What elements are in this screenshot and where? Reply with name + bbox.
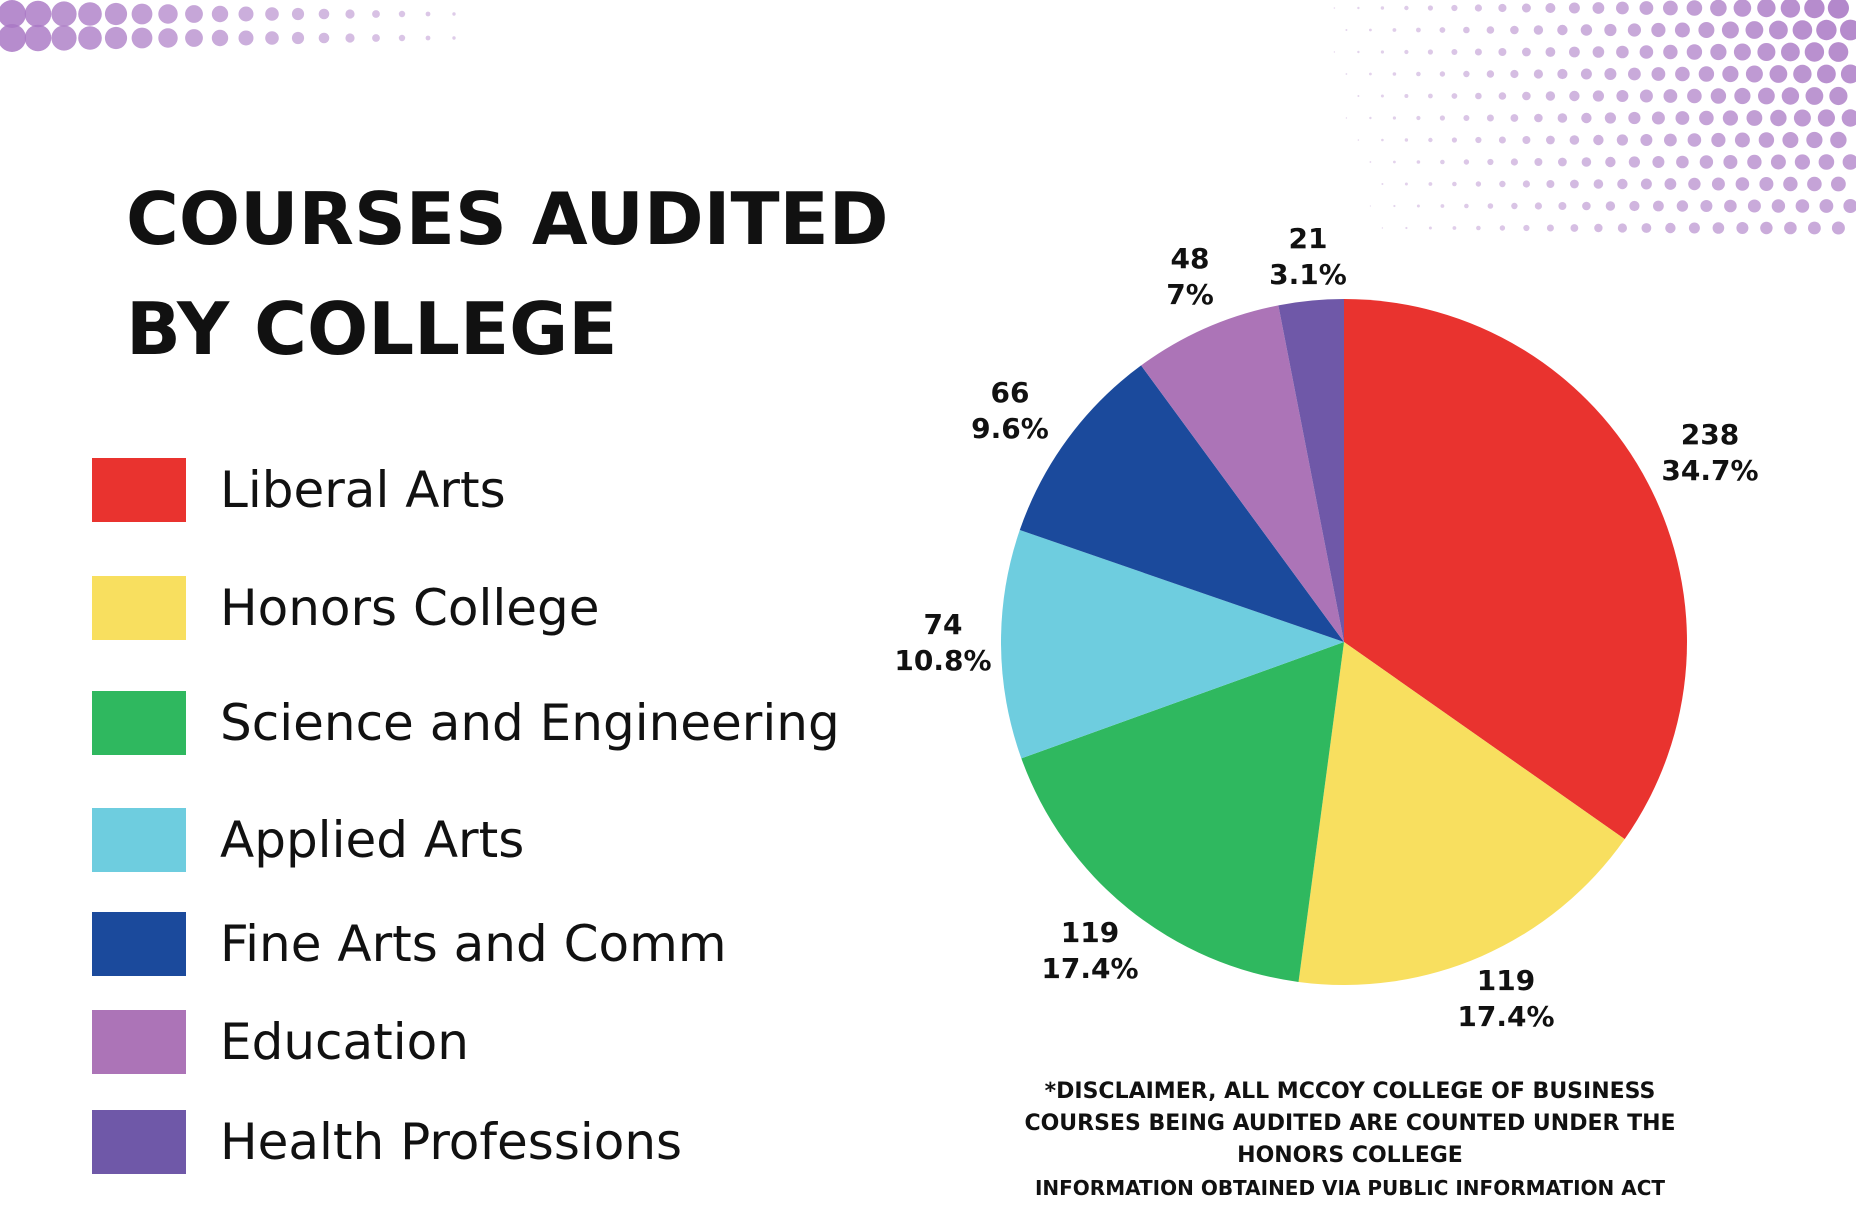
data-label-percent-education: 7% bbox=[1166, 278, 1214, 311]
legend-swatch-applied-arts bbox=[92, 808, 186, 872]
legend-label-liberal-arts: Liberal Arts bbox=[220, 461, 506, 519]
chart-title: COURSES AUDITED BY COLLEGE bbox=[126, 164, 889, 384]
data-label-value-science-engineering: 119 bbox=[1061, 916, 1119, 949]
chart-title-line-2: BY COLLEGE bbox=[126, 287, 618, 371]
pie-slice-applied-arts bbox=[1001, 530, 1344, 759]
pie-slice-liberal-arts bbox=[1344, 299, 1687, 840]
data-label-value-applied-arts: 74 bbox=[924, 608, 963, 641]
legend-label-science-engineering: Science and Engineering bbox=[220, 694, 840, 752]
legend: Liberal Arts Honors College Science and … bbox=[0, 0, 900, 1231]
data-label-value-liberal-arts: 238 bbox=[1681, 418, 1739, 451]
data-label-percent-health-professions: 3.1% bbox=[1269, 258, 1347, 291]
data-label-percent-honors-college: 17.4% bbox=[1457, 1000, 1554, 1033]
legend-swatch-honors-college bbox=[92, 576, 186, 640]
data-label-percent-applied-arts: 10.8% bbox=[894, 644, 991, 677]
legend-swatch-science-engineering bbox=[92, 691, 186, 755]
legend-label-honors-college: Honors College bbox=[220, 579, 600, 637]
legend-label-applied-arts: Applied Arts bbox=[220, 811, 525, 869]
chart-title-line-1: COURSES AUDITED bbox=[126, 177, 889, 261]
legend-swatch-fine-arts-comm bbox=[92, 912, 186, 976]
legend-label-health-professions: Health Professions bbox=[220, 1113, 683, 1171]
legend-swatch-liberal-arts bbox=[92, 458, 186, 522]
disclaimer-line-1: *DISCLAIMER, ALL MCCOY COLLEGE OF BUSINE… bbox=[1044, 1079, 1656, 1104]
legend-label-education: Education bbox=[220, 1013, 469, 1071]
legend-swatch-education bbox=[92, 1010, 186, 1074]
pie-slice-fine-arts-comm bbox=[1019, 365, 1344, 642]
disclaimer-line-3: HONORS COLLEGE bbox=[1237, 1143, 1463, 1168]
pie-slice-science-engineering bbox=[1021, 642, 1344, 982]
pie-slice-health-professions bbox=[1278, 299, 1344, 642]
data-label-value-education: 48 bbox=[1171, 242, 1210, 275]
data-label-percent-fine-arts-comm: 9.6% bbox=[971, 412, 1049, 445]
disclaimer: *DISCLAIMER, ALL MCCOY COLLEGE OF BUSINE… bbox=[990, 1076, 1710, 1204]
data-label-percent-liberal-arts: 34.7% bbox=[1661, 454, 1758, 487]
legend-swatch-health-professions bbox=[92, 1110, 186, 1174]
data-label-value-fine-arts-comm: 66 bbox=[991, 376, 1030, 409]
pie-slice-education bbox=[1141, 305, 1344, 642]
disclaimer-line-2: COURSES BEING AUDITED ARE COUNTED UNDER … bbox=[1024, 1111, 1676, 1136]
disclaimer-source: INFORMATION OBTAINED VIA PUBLIC INFORMAT… bbox=[1034, 1176, 1666, 1200]
legend-label-fine-arts-comm: Fine Arts and Comm bbox=[220, 915, 727, 973]
data-label-percent-science-engineering: 17.4% bbox=[1041, 952, 1138, 985]
pie-slice-honors-college bbox=[1298, 642, 1625, 985]
data-label-value-honors-college: 119 bbox=[1477, 964, 1535, 997]
decorative-dot-pattern bbox=[0, 0, 1856, 235]
data-label-value-health-professions: 21 bbox=[1289, 222, 1328, 255]
